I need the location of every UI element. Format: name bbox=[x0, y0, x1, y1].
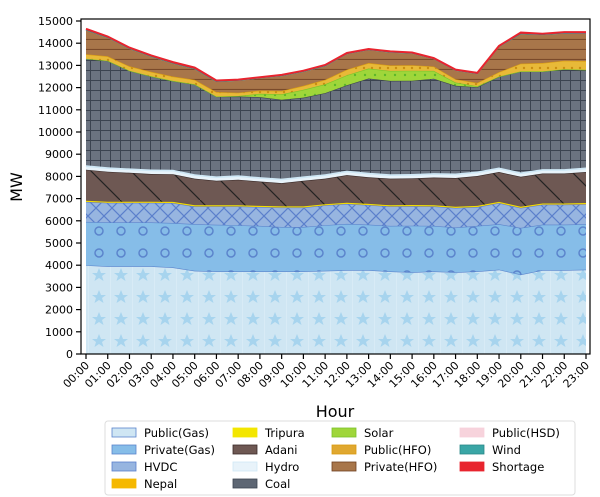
legend-swatch bbox=[232, 427, 258, 438]
y-tick-label: 5000 bbox=[45, 237, 73, 250]
legend-label: Private(Gas) bbox=[144, 443, 215, 457]
legend-swatch bbox=[111, 427, 137, 438]
area-hydro bbox=[86, 165, 586, 184]
legend-swatch bbox=[232, 478, 258, 489]
legend-swatch bbox=[459, 444, 485, 455]
areas-layer bbox=[85, 27, 587, 354]
legend-swatch bbox=[111, 478, 137, 489]
legend-swatch bbox=[331, 427, 357, 438]
legend-label: Adani bbox=[265, 443, 298, 457]
legend-swatch bbox=[459, 461, 485, 472]
y-tick-label: 4000 bbox=[45, 259, 73, 272]
plot-frame bbox=[80, 18, 591, 355]
y-tick-label: 6000 bbox=[45, 215, 73, 228]
legend-label: Nepal bbox=[144, 477, 177, 491]
area-public-gas bbox=[86, 265, 586, 354]
y-tick-label: 14000 bbox=[38, 37, 73, 50]
legend-swatch bbox=[331, 461, 357, 472]
legend-label: Shortage bbox=[492, 460, 544, 474]
y-tick-label: 1000 bbox=[45, 326, 73, 339]
legend-label: Tripura bbox=[264, 426, 305, 440]
y-axis: 0 1000 2000 3000 4000 5000 6000 7000 8000 9000 100… bbox=[38, 15, 81, 361]
legend-box bbox=[104, 420, 576, 496]
x-axis: 00:0001:0002:0003:0004:0005:0006:0007:00… bbox=[61, 354, 592, 391]
legend-swatch bbox=[111, 444, 137, 455]
legend-label: Solar bbox=[364, 426, 394, 440]
area-coal bbox=[86, 58, 586, 179]
y-tick-label: 0 bbox=[66, 348, 73, 361]
y-tick-label: 3000 bbox=[45, 281, 73, 294]
legend-swatch bbox=[459, 427, 485, 438]
legend-label: Coal bbox=[265, 477, 290, 491]
legend-label: Public(HSD) bbox=[492, 426, 560, 440]
legend-swatch bbox=[232, 461, 258, 472]
legend-label: Wind bbox=[492, 443, 521, 457]
legend-label: Public(Gas) bbox=[144, 426, 209, 440]
legend-label: HVDC bbox=[144, 460, 177, 474]
legend-swatch bbox=[331, 444, 357, 455]
legend-label: Hydro bbox=[265, 460, 299, 474]
legend-swatch bbox=[111, 461, 137, 472]
x-axis-title: Hour bbox=[316, 402, 355, 421]
y-tick-label: 8000 bbox=[45, 170, 73, 183]
line-shortage bbox=[85, 27, 586, 82]
y-tick-label: 7000 bbox=[45, 193, 73, 206]
y-tick-label: 10000 bbox=[38, 126, 73, 139]
y-axis-title: MW bbox=[7, 172, 26, 202]
y-tick-label: 13000 bbox=[38, 59, 73, 72]
y-tick-label: 12000 bbox=[38, 82, 73, 95]
area-public-hfo bbox=[86, 54, 586, 97]
y-tick-label: 11000 bbox=[38, 104, 73, 117]
legend-label: Public(HFO) bbox=[364, 443, 431, 457]
legend-swatch bbox=[232, 444, 258, 455]
area-adani bbox=[86, 169, 586, 207]
legend-label: Private(HFO) bbox=[364, 460, 437, 474]
area-hvdc bbox=[86, 201, 586, 228]
area-private-gas bbox=[86, 221, 586, 275]
y-tick-label: 2000 bbox=[45, 304, 73, 317]
area-private-hfo bbox=[86, 29, 586, 93]
legend: Public(Gas) Private(Gas) HVDC Nepal Tripura A… bbox=[104, 420, 576, 496]
y-tick-label: 15000 bbox=[38, 15, 73, 28]
y-tick-label: 9000 bbox=[45, 148, 73, 161]
